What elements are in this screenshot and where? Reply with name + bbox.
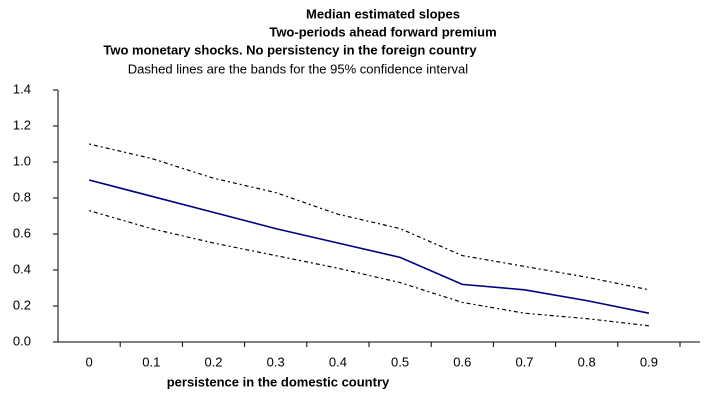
x-axis-label: persistence in the domestic country	[167, 374, 390, 389]
x-tick-label: 0.7	[515, 354, 533, 369]
x-tick-label: 0.4	[329, 354, 347, 369]
y-tick-label: 0.6	[13, 225, 31, 240]
series-line	[88, 210, 649, 327]
x-tick-label: 0.3	[267, 354, 285, 369]
chart-note: Dashed lines are the bands for the 95% c…	[128, 61, 468, 76]
y-tick-label: 0.8	[13, 189, 31, 204]
chart-title: Median estimated slopes	[306, 6, 460, 21]
y-tick-label: 0.2	[13, 297, 31, 312]
y-tick-label: 0.0	[13, 333, 31, 348]
x-tick-label: 0.8	[578, 354, 596, 369]
x-tick-label: 0.5	[391, 354, 409, 369]
y-tick-label: 0.4	[13, 261, 31, 276]
x-tick-label: 0.6	[453, 354, 471, 369]
x-tick-label: 0	[85, 354, 92, 369]
series-line	[88, 179, 650, 314]
y-tick-label: 1.0	[13, 153, 31, 168]
series-line	[88, 143, 650, 291]
x-tick-label: 0.9	[640, 354, 658, 369]
y-tick-label: 1.4	[13, 81, 31, 96]
y-tick-label: 1.2	[13, 117, 31, 132]
chart-subtitle: Two-periods ahead forward premium	[269, 24, 496, 39]
chart-subtitle: Two monetary shocks. No persistency in t…	[103, 42, 477, 57]
x-tick-label: 0.2	[204, 354, 222, 369]
x-tick-label: 0.1	[142, 354, 160, 369]
